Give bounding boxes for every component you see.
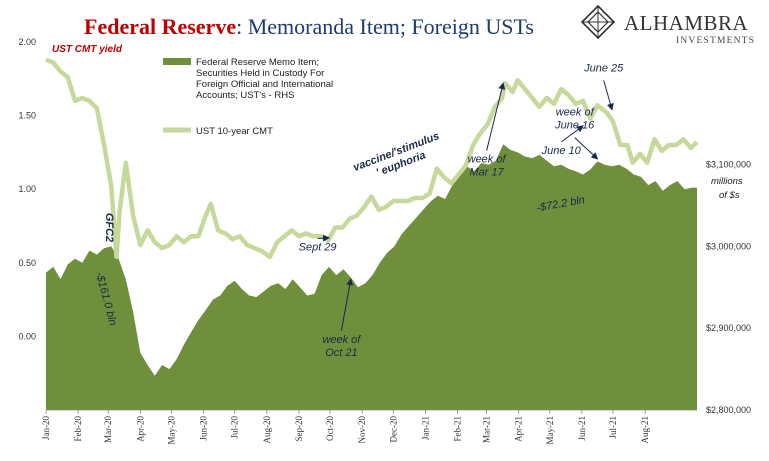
annotation-text-sept29: Sept 29 xyxy=(299,242,337,254)
yield-line-path xyxy=(45,57,699,260)
x-tick-label: Oct-20 xyxy=(325,416,335,441)
left-tick-label: 2.00 xyxy=(18,37,36,47)
annotation-arrow-mar17 xyxy=(486,82,506,151)
legend-label-line-0: Federal Reserve Memo Item; xyxy=(196,57,319,68)
right-axis-label-2: of $s xyxy=(719,190,740,201)
brand-sub: INVESTMENTS xyxy=(676,36,755,46)
annotation-text-june10: June 10 xyxy=(541,145,582,157)
right-axis-ticks: $3,100,000 $3,000,000 $2,900,000 $2,800,000 xyxy=(706,160,751,415)
legend-label-line: UST 10-year CMT xyxy=(196,126,273,137)
left-tick-label: 0.00 xyxy=(18,331,36,341)
x-tick-label: Jul-20 xyxy=(230,416,240,439)
title-rest: : Memoranda Item; Foreign USTs xyxy=(236,14,534,39)
x-tick-label: Feb-21 xyxy=(453,416,463,442)
right-tick-label: $3,100,000 xyxy=(706,160,751,170)
line-series xyxy=(45,57,699,260)
x-tick-label: Dec-20 xyxy=(388,416,398,443)
x-tick-label: Jun-20 xyxy=(199,416,209,441)
x-tick-label: Feb-20 xyxy=(73,416,83,442)
legend-label-line-1: Securities Held in Custody For xyxy=(196,68,324,79)
right-tick-label: $3,000,000 xyxy=(706,241,751,251)
x-axis-ticks: Jan-20 Feb-20 Mar-20 Apr-20 May-20 Jun-20 Jul-… xyxy=(41,410,650,445)
x-tick-label: Jul-21 xyxy=(608,416,618,439)
annotation-text-gfc2: GFC2 xyxy=(103,213,115,242)
annotation-arrow-june16 xyxy=(574,137,599,160)
left-tick-label: 1.50 xyxy=(18,111,36,121)
left-axis-label: UST CMT yield xyxy=(52,44,123,55)
legend-swatch-area xyxy=(163,58,191,65)
title-main: Federal Reserve xyxy=(84,14,236,39)
area-series-path xyxy=(46,144,697,410)
annotation-oct21: week of Oct 21 xyxy=(322,278,361,359)
legend-label-area: Federal Reserve Memo Item;Securities Hel… xyxy=(196,57,333,101)
x-tick-label: Jan-20 xyxy=(41,416,51,440)
annotation-sept29: Sept 29 xyxy=(299,234,337,254)
legend-label-line-2: Foreign Official and International xyxy=(196,79,333,90)
annotation-arrow-oct21 xyxy=(340,278,354,331)
right-tick-label: $2,800,000 xyxy=(706,405,751,415)
chart-title: Federal Reserve: Memoranda Item; Foreign… xyxy=(84,14,534,39)
annotation-arrow-june25 xyxy=(603,80,614,111)
x-tick-label: Nov-20 xyxy=(357,416,367,444)
annotation-june16: week of June 16 xyxy=(554,107,599,160)
brand-name: ALHAMBRA xyxy=(624,11,749,35)
x-tick-label: Aug-21 xyxy=(640,416,650,444)
left-tick-label: 1.00 xyxy=(18,184,36,194)
annotation-arrow-june10 xyxy=(560,125,584,143)
legend: Federal Reserve Memo Item;Securities Hel… xyxy=(163,57,333,137)
left-tick-label: 0.50 xyxy=(18,258,36,268)
brand-logo: ALHAMBRA INVESTMENTS xyxy=(580,4,755,46)
annotation-arrow-sept29 xyxy=(317,234,330,242)
x-tick-label: Aug-20 xyxy=(262,416,272,444)
x-tick-label: Mar-21 xyxy=(482,416,492,443)
annotation-june25: June 25 xyxy=(583,62,624,111)
annotation-text-oct21: week of Oct 21 xyxy=(322,334,361,359)
annotation-june10: June 10 xyxy=(541,125,584,157)
x-tick-label: Apr-21 xyxy=(514,416,524,442)
annotation-text-june16: week of June 16 xyxy=(554,107,595,132)
left-axis-ticks: 2.00 1.50 1.00 0.50 0.00 xyxy=(18,37,36,341)
x-tick-label: Mar-20 xyxy=(103,416,113,443)
x-tick-label: May-21 xyxy=(545,416,555,445)
x-tick-label: Jan-21 xyxy=(420,416,430,440)
legend-label-line-3: Accounts; UST's - RHS xyxy=(196,90,294,101)
right-axis-label-1: millions xyxy=(711,176,743,187)
annotation-text-vaccine: vaccine/'stimulus' euphoria xyxy=(352,130,446,186)
x-tick-label: Jun-21 xyxy=(577,416,587,441)
annotation-text-june25: June 25 xyxy=(583,62,624,74)
annotation-vaccine: vaccine/'stimulus' euphoria xyxy=(352,130,446,186)
annotation-text-mar17: week of Mar 17 xyxy=(468,154,507,179)
right-tick-label: $2,900,000 xyxy=(706,323,751,333)
x-tick-label: Sep-20 xyxy=(294,416,304,442)
area-series xyxy=(46,144,697,410)
annotation-mar17: week of Mar 17 xyxy=(468,82,507,179)
x-tick-label: Apr-20 xyxy=(135,416,145,442)
annotation-gfc2: GFC2 xyxy=(103,213,115,242)
brand-mark-icon xyxy=(580,4,616,40)
x-tick-label: May-20 xyxy=(166,416,176,445)
